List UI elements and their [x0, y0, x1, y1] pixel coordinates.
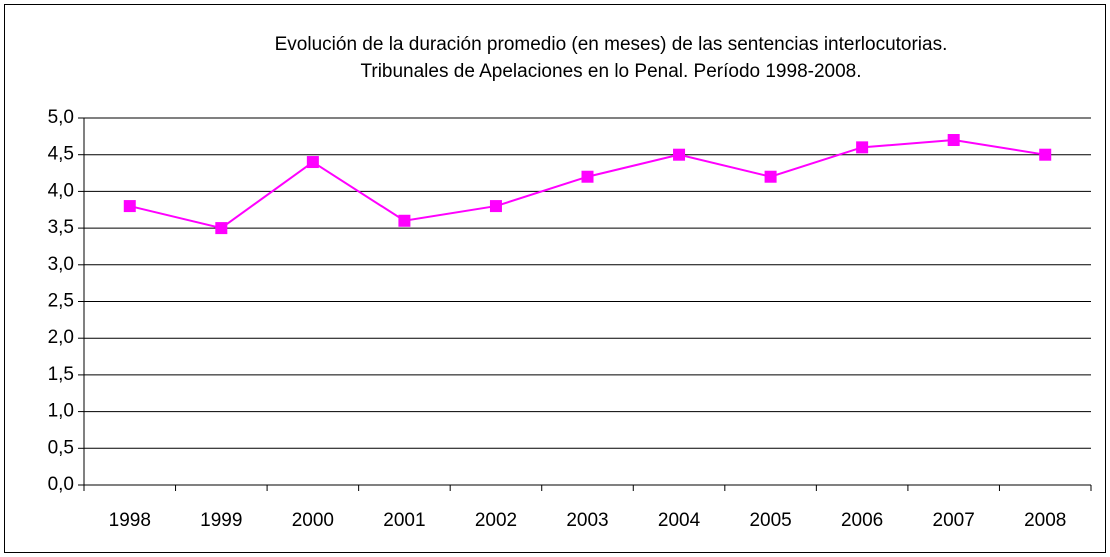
marker	[398, 214, 411, 227]
marker	[764, 170, 777, 183]
y-tick-label: 0,0	[48, 474, 74, 495]
x-tick-label: 2004	[658, 510, 701, 531]
marker	[123, 200, 136, 213]
y-tick-label: 4,5	[48, 144, 74, 165]
marker	[215, 222, 228, 235]
y-tick-label: 0,5	[48, 437, 74, 458]
y-tick-label: 1,5	[48, 364, 74, 385]
x-tick-label: 2006	[841, 510, 883, 531]
y-tick-label: 3,5	[48, 217, 74, 238]
chart-title: Evolución de la duración promedio (en me…	[275, 34, 948, 55]
marker	[947, 134, 960, 147]
x-tick-label: 2000	[292, 510, 334, 531]
x-tick-label: 2008	[1024, 510, 1066, 531]
x-tick-label: 2007	[933, 510, 975, 531]
marker	[856, 141, 869, 154]
x-tick-label: 1998	[109, 510, 151, 531]
y-tick-label: 2,0	[48, 327, 74, 348]
y-tick-label: 1,0	[48, 401, 74, 422]
x-tick-label: 2005	[749, 510, 791, 531]
chart-border	[4, 4, 1106, 553]
x-tick-label: 2002	[475, 510, 517, 531]
y-tick-label: 3,0	[48, 254, 74, 275]
marker	[489, 200, 502, 213]
marker	[306, 156, 319, 169]
y-tick-label: 5,0	[48, 107, 74, 128]
marker	[673, 148, 686, 161]
x-tick-label: 2001	[383, 510, 425, 531]
marker	[1039, 148, 1052, 161]
y-tick-label: 2,5	[48, 291, 74, 312]
marker	[581, 170, 594, 183]
chart-title: Tribunales de Apelaciones en lo Penal. P…	[360, 61, 861, 82]
y-tick-label: 4,0	[48, 180, 74, 201]
x-tick-label: 2003	[566, 510, 608, 531]
x-tick-label: 1999	[200, 510, 242, 531]
